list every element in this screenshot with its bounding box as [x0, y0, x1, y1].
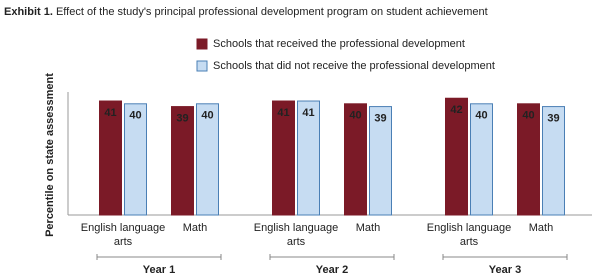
bar — [297, 100, 320, 216]
bar — [369, 106, 392, 216]
bar — [344, 103, 367, 216]
legend-label: Schools that received the professional d… — [213, 38, 465, 50]
value-label: 39 — [547, 112, 559, 124]
value-label: 41 — [277, 107, 289, 119]
legend-swatch — [196, 38, 208, 50]
value-label: 40 — [201, 110, 213, 122]
value-label: 40 — [522, 110, 534, 122]
value-label: 40 — [475, 110, 487, 122]
bar — [272, 100, 295, 216]
x-tick-label: English language arts — [80, 222, 166, 248]
value-label: 42 — [450, 104, 462, 116]
bar — [445, 97, 468, 216]
chart-title: Effect of the study's principal professi… — [55, 6, 488, 18]
bar — [99, 100, 122, 216]
bar — [124, 103, 147, 216]
bar — [196, 103, 219, 216]
title-block: Exhibit 1. Effect of the study's princip… — [4, 6, 488, 18]
x-tick-label: Math — [182, 222, 208, 234]
x-tick-label: English language arts — [426, 222, 512, 248]
value-label: 40 — [129, 110, 141, 122]
group-label: Year 1 — [143, 264, 175, 276]
value-label: 40 — [349, 110, 361, 122]
bar — [171, 106, 194, 216]
bar — [470, 103, 493, 216]
group-label: Year 3 — [489, 264, 521, 276]
value-label: 39 — [374, 112, 386, 124]
bar — [542, 106, 565, 216]
legend-label: Schools that did not receive the profess… — [213, 60, 495, 72]
value-label: 41 — [302, 107, 314, 119]
value-label: 41 — [104, 107, 116, 119]
value-label: 39 — [176, 112, 188, 124]
title-label: Exhibit 1. — [4, 6, 53, 18]
legend-swatch — [196, 60, 208, 72]
y-axis-label: Percentile on state assessment — [44, 73, 56, 237]
bar — [517, 103, 540, 216]
x-tick-label: Math — [355, 222, 381, 234]
x-tick-label: Math — [528, 222, 554, 234]
group-label: Year 2 — [316, 264, 348, 276]
x-tick-label: English language arts — [253, 222, 339, 248]
